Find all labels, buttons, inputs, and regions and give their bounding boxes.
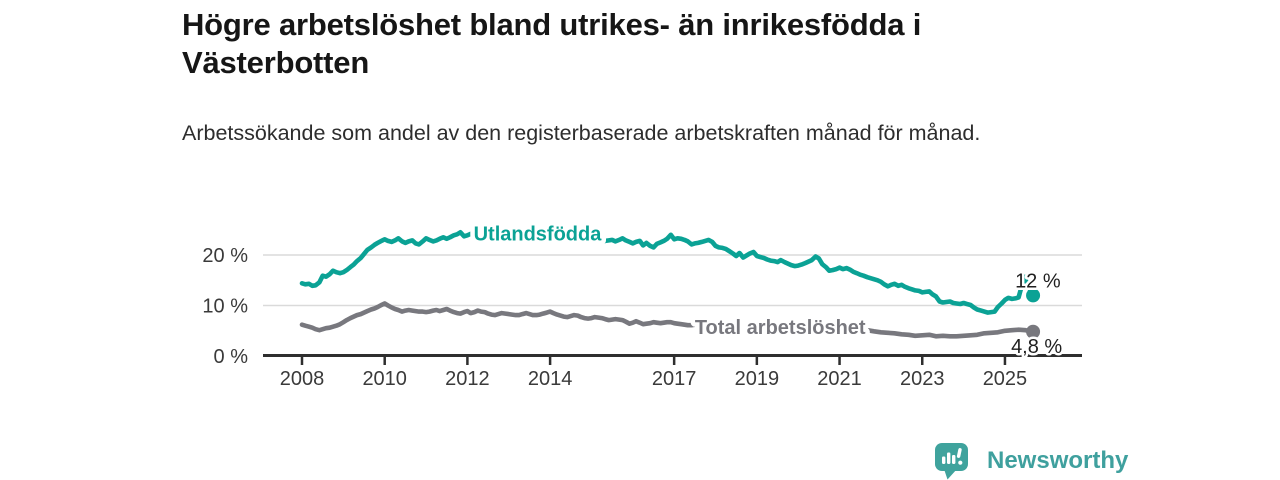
series-label: Utlandsfödda	[474, 223, 603, 245]
series-label: Total arbetslöshet	[695, 317, 866, 339]
x-tick-label: 2019	[735, 368, 780, 390]
brand-name: Newsworthy	[987, 447, 1129, 474]
page-title: Högre arbetslöshet bland utrikes- än inr…	[182, 7, 922, 80]
series-end-dot	[1026, 324, 1041, 339]
x-tick-label: 2010	[362, 368, 407, 390]
series-line-total	[299, 301, 1036, 339]
page-subtitle: Arbetssökande som andel av den registerb…	[182, 121, 981, 145]
y-tick-label: 20 %	[202, 245, 248, 267]
x-tick-label: 2023	[900, 368, 945, 390]
series-end-value-label: 4,8 %	[1011, 336, 1062, 358]
x-tick-label: 2008	[280, 368, 325, 390]
x-tick-label: 2017	[652, 368, 697, 390]
series-end-value-label: 12 %	[1015, 270, 1061, 292]
chart-labels: Utlandsfödda 12 % Total arbetslöshet 4,8 %	[469, 219, 1065, 360]
newsworthy-logo-icon	[935, 443, 968, 480]
x-tick-label: 2021	[817, 368, 862, 390]
y-tick-label: 0 %	[214, 346, 249, 368]
series-line-utlandsfodda	[299, 229, 1036, 315]
data-series	[299, 229, 1036, 339]
series-end-dot	[1026, 288, 1041, 303]
x-tick-label: 2012	[445, 368, 490, 390]
axes: 0 % 10 % 20 % 2008 2010 2012 2014 2017 2019 2021 2…	[202, 245, 1082, 390]
x-tick-label: 2014	[528, 368, 573, 390]
x-tick-label: 2025	[983, 368, 1028, 390]
gridlines	[263, 254, 1082, 307]
brand-footer: Newsworthy	[934, 442, 1128, 480]
y-tick-label: 10 %	[202, 296, 248, 318]
